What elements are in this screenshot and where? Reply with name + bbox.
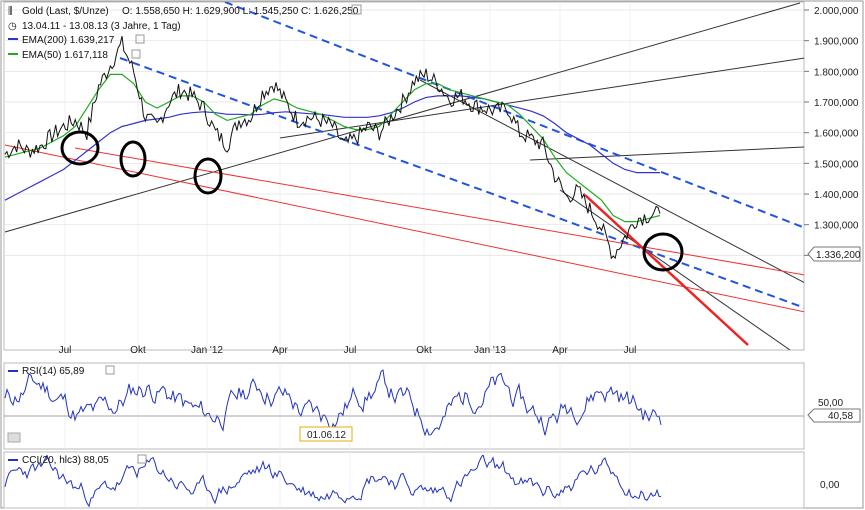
time-tick-label: Apr bbox=[552, 345, 568, 356]
price-tick-label: 1.900,000 bbox=[814, 37, 859, 48]
time-tick-label: Jul bbox=[624, 345, 637, 356]
cci-line bbox=[4, 455, 662, 508]
ema50-settings[interactable] bbox=[131, 49, 141, 59]
price-tick-label: 1.400,000 bbox=[814, 190, 859, 201]
cci-swatch bbox=[8, 459, 18, 461]
price-axis: 2.000,000 1.900,000 1.800,000 1.700,000 1.60… bbox=[804, 6, 859, 262]
time-tick-label: Jul bbox=[59, 345, 72, 356]
ohlc-values: O: 1.558,650 H: 1.629,900 L: 1.545,250 C… bbox=[122, 6, 359, 17]
instrument-title: Gold (Last, $/Unze) bbox=[22, 6, 109, 17]
price-tick-label: 1.800,000 bbox=[814, 67, 859, 78]
price-panel bbox=[3, 1, 805, 351]
series-ema200-line bbox=[4, 95, 660, 201]
time-tick-label: Jan '13 bbox=[474, 345, 506, 356]
price-tick-label: 1.600,000 bbox=[814, 129, 859, 140]
cci-label: CCI(20, hlc3) 88,05 bbox=[22, 455, 109, 466]
rsi-current-tag bbox=[807, 408, 861, 423]
series-price-line bbox=[4, 35, 661, 260]
current-price-label: 1.336,200 bbox=[816, 250, 861, 261]
annotation-circle-3 bbox=[193, 157, 223, 195]
annotation-circle-4 bbox=[642, 232, 684, 272]
annotation-circle-2 bbox=[119, 140, 147, 178]
trendline-black-3 bbox=[529, 146, 804, 161]
cci-level-label: 0,00 bbox=[820, 480, 840, 491]
chart-legend: ⫼ Gold (Last, $/Unze) O: 1.558,650 H: 1.… bbox=[8, 4, 362, 61]
time-tick-label: Apr bbox=[272, 345, 288, 356]
trendline-blue-lower bbox=[119, 57, 804, 309]
clock-icon: ◷ bbox=[8, 21, 17, 32]
trendline-black-1 bbox=[4, 2, 801, 233]
legend-toggle[interactable] bbox=[351, 4, 362, 15]
ema50-swatch bbox=[8, 53, 18, 55]
time-tick-label: Okt bbox=[130, 345, 146, 356]
ema200-label: EMA(200) 1.639,217 bbox=[22, 35, 115, 46]
time-axis: Jul Okt Jan '12 Apr Jul Okt Jan '13 Apr Jul bbox=[59, 345, 637, 356]
rsi-level-label: 50,00 bbox=[818, 398, 843, 409]
ema50-label: EMA(50) 1.617,118 bbox=[22, 50, 108, 61]
ema200-settings[interactable] bbox=[135, 34, 145, 44]
trendline-black-4 bbox=[419, 79, 804, 284]
time-tick-label: Okt bbox=[416, 345, 432, 356]
time-tick-label: Jul bbox=[344, 345, 357, 356]
trendline-black-5 bbox=[559, 189, 791, 350]
ema200-swatch bbox=[8, 38, 18, 40]
price-tick-label: 1.300,000 bbox=[814, 221, 859, 232]
rsi-current-label: 40,58 bbox=[828, 411, 853, 422]
cci-panel bbox=[3, 451, 805, 509]
rsi-swatch bbox=[8, 370, 18, 372]
price-tick-label: 2.000,000 bbox=[814, 6, 859, 17]
date-flag-box bbox=[299, 426, 353, 442]
rsi-collapse-button[interactable] bbox=[7, 432, 21, 443]
rsi-label: RSI(14) 65,89 bbox=[22, 366, 85, 377]
time-range: 13.04.11 - 13.08.13 (3 Jahre, 1 Tag) bbox=[22, 21, 181, 32]
date-flag-label: 01.06.12 bbox=[307, 430, 346, 441]
annotation-circle-1 bbox=[60, 130, 100, 166]
price-tick-label: 1.700,000 bbox=[814, 98, 859, 109]
cci-settings[interactable] bbox=[137, 454, 147, 464]
bars-icon: ⫼ bbox=[8, 6, 13, 17]
current-price-tag: 1.336,200 bbox=[807, 246, 861, 262]
price-tick-label: 1.500,000 bbox=[814, 159, 859, 170]
rsi-panel bbox=[3, 362, 805, 450]
annotation-circles bbox=[60, 130, 684, 272]
rsi-settings[interactable] bbox=[105, 365, 115, 375]
series-ema50-line bbox=[4, 73, 661, 223]
time-tick-label: Jan '12 bbox=[191, 345, 223, 356]
